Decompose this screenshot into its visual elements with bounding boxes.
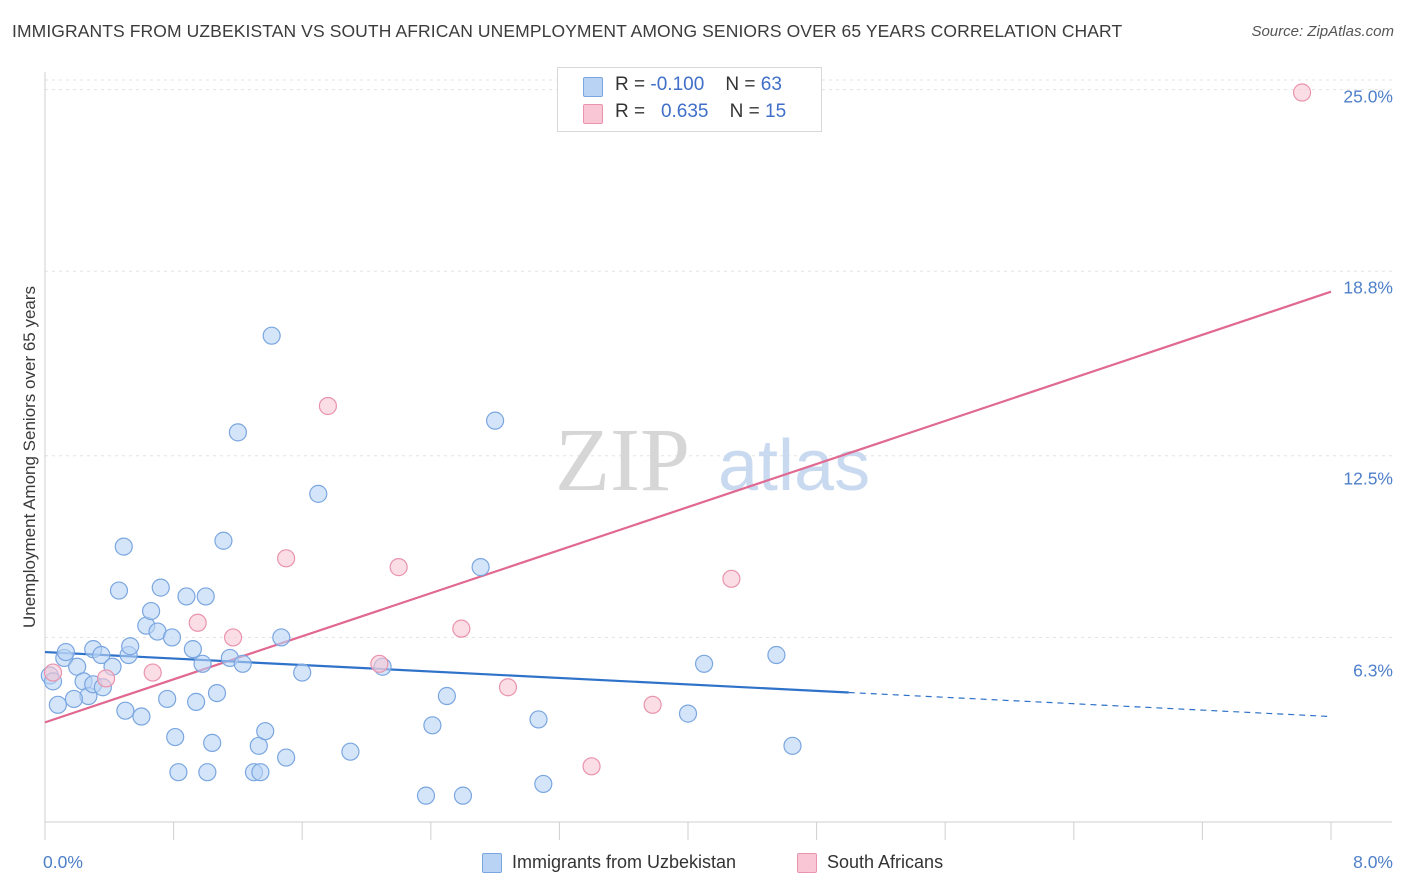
data-point-uzbekistan — [121, 637, 140, 656]
legend-n-label: N = — [729, 101, 760, 122]
data-point-uzbekistan — [471, 558, 490, 577]
legend-n-label: N = — [725, 74, 756, 95]
trend-line-uzbekistan — [44, 650, 849, 694]
watermark-atlas: atlas — [718, 426, 870, 506]
data-point-south-africans — [498, 678, 518, 697]
data-point-south-africans — [96, 669, 116, 688]
data-point-uzbekistan — [694, 654, 714, 673]
data-point-uzbekistan — [158, 689, 177, 709]
data-point-uzbekistan — [228, 423, 247, 442]
data-point-uzbekistan — [233, 654, 252, 673]
data-point-uzbekistan — [198, 763, 217, 782]
data-point-uzbekistan — [277, 748, 296, 767]
x-tick-label: 0.0% — [43, 852, 83, 872]
data-point-uzbekistan — [114, 537, 133, 556]
data-point-south-africans — [223, 628, 243, 647]
data-point-south-africans — [722, 569, 741, 588]
data-point-uzbekistan — [132, 707, 151, 726]
data-point-uzbekistan — [183, 640, 202, 659]
data-point-south-africans — [370, 654, 389, 673]
data-point-uzbekistan — [203, 733, 222, 752]
data-point-uzbekistan — [486, 411, 505, 430]
data-point-south-africans — [43, 663, 63, 682]
data-point-south-africans — [389, 558, 408, 577]
legend-swatch-pink — [583, 104, 603, 124]
legend-n-value: 15 — [765, 101, 787, 122]
data-point-uzbekistan — [187, 692, 206, 711]
data-point-uzbekistan — [437, 686, 456, 706]
data-point-south-africans — [143, 663, 162, 682]
bottom-legend-swatch-blue — [482, 853, 502, 873]
data-point-uzbekistan — [116, 701, 135, 720]
data-point-uzbekistan — [529, 710, 548, 729]
data-point-south-africans — [1292, 83, 1312, 102]
data-point-uzbekistan — [193, 654, 212, 673]
legend-swatch-blue — [583, 77, 603, 97]
watermark-zip: ZIP — [555, 411, 690, 510]
data-point-uzbekistan — [92, 645, 111, 665]
trend-line-uzbekistan-extension — [848, 691, 1332, 718]
data-point-uzbekistan — [767, 645, 786, 665]
data-point-uzbekistan — [341, 742, 360, 761]
axes — [44, 72, 1392, 840]
trend-line-south-africans — [44, 290, 1332, 724]
y-tick-label: 18.8% — [1343, 277, 1393, 298]
legend-r-value: 0.635 — [660, 101, 709, 122]
chart-title: IMMIGRANTS FROM UZBEKISTAN VS SOUTH AFRI… — [12, 21, 1123, 41]
data-points — [40, 83, 1312, 805]
data-point-uzbekistan — [293, 663, 312, 682]
bottom-legend-label: Immigrants from Uzbekistan — [512, 852, 737, 872]
data-point-uzbekistan — [166, 727, 185, 747]
watermark: ZIP atlas — [555, 411, 870, 510]
data-point-uzbekistan — [272, 628, 291, 647]
data-point-uzbekistan — [141, 601, 161, 621]
data-point-uzbekistan — [423, 716, 442, 735]
data-point-south-africans — [643, 695, 662, 714]
trend-lines — [44, 290, 1332, 724]
data-point-uzbekistan — [151, 578, 170, 597]
data-point-uzbekistan — [534, 774, 553, 794]
legend-r-label: R = — [615, 101, 646, 122]
data-point-uzbekistan — [309, 484, 328, 503]
legend-r-value: -0.100 — [650, 74, 705, 95]
data-point-uzbekistan — [56, 642, 75, 662]
source-label: Source: ZipAtlas.com — [1251, 23, 1394, 40]
data-point-uzbekistan — [177, 587, 196, 606]
data-point-south-africans — [318, 396, 338, 416]
legend-r-label: R = — [615, 74, 646, 95]
data-point-uzbekistan — [251, 763, 270, 782]
data-point-uzbekistan — [214, 531, 233, 550]
data-point-uzbekistan — [169, 763, 188, 782]
data-point-uzbekistan — [48, 695, 67, 714]
data-point-uzbekistan — [256, 722, 275, 741]
x-tick-label: 8.0% — [1353, 852, 1393, 872]
data-point-uzbekistan — [162, 628, 182, 647]
y-axis-label: Unemployment Among Seniors over 65 years — [20, 285, 39, 629]
data-point-uzbekistan — [207, 683, 227, 703]
data-point-south-africans — [582, 757, 601, 776]
data-point-uzbekistan — [64, 689, 84, 709]
legend-n-value: 63 — [760, 74, 782, 95]
y-tick-label: 25.0% — [1343, 86, 1393, 107]
data-point-south-africans — [452, 619, 471, 638]
data-point-uzbekistan — [196, 587, 215, 606]
y-tick-label: 12.5% — [1343, 468, 1393, 489]
y-tick-label: 6.3% — [1353, 660, 1393, 681]
grid-lines — [45, 79, 1392, 638]
data-point-uzbekistan — [416, 786, 436, 805]
data-point-uzbekistan — [783, 736, 802, 755]
data-point-south-africans — [277, 549, 296, 568]
bottom-legend-swatch-pink — [797, 853, 817, 873]
data-point-uzbekistan — [453, 786, 473, 805]
data-point-uzbekistan — [109, 581, 129, 600]
data-point-uzbekistan — [262, 326, 281, 345]
data-point-south-africans — [188, 613, 207, 632]
correlation-legend: R = -0.100 N = 63 R = 0.635 N = 15 — [557, 67, 822, 132]
data-point-uzbekistan — [678, 704, 698, 723]
bottom-legend-label: South Africans — [827, 852, 944, 872]
